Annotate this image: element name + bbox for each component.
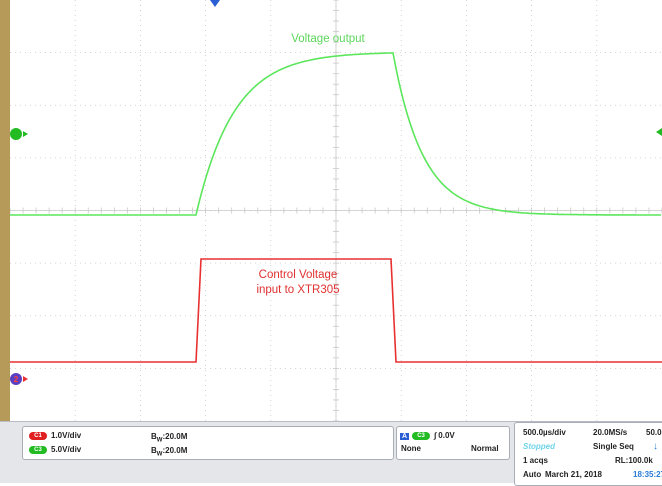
record-length: RL:100.0k: [615, 456, 653, 465]
timebase: 500.0µs/div: [523, 428, 566, 437]
control-voltage-label-line1: Control Voltage: [259, 269, 338, 281]
channel-3-marker[interactable]: [10, 128, 28, 140]
channel-3-row[interactable]: C3 5.0V/div: [29, 445, 81, 454]
trigger-mode-badge: A: [400, 433, 410, 440]
channel-3-chip: C3: [29, 445, 47, 454]
capture-date: March 21, 2018: [545, 470, 602, 479]
control-voltage-trace: [10, 258, 662, 363]
sample-rate: 20.0MS/s: [593, 428, 628, 437]
voltage-output-trace: [10, 52, 661, 216]
run-status: Stopped: [523, 442, 555, 451]
channel-1-scale: 1.0V/div: [51, 431, 82, 440]
channel-1-chip: C1: [29, 431, 47, 440]
capture-time: 18:35:27: [633, 470, 662, 479]
resolution: 50.0ns: [646, 428, 662, 437]
channel-3-bandwidth: BW:20.0M: [151, 446, 188, 458]
graticule: [9, 0, 662, 422]
trigger-settings-box[interactable]: A C3 ∫ 0.0V None Normal: [396, 426, 510, 460]
trigger-level: 0.0V: [438, 431, 455, 440]
trigger-slope-icon: ∫: [434, 431, 437, 440]
channel-3-scale: 5.0V/div: [51, 445, 82, 454]
channel-1-bandwidth: BW:20.0M: [151, 432, 188, 444]
acquisition-count: 1 acqs: [523, 456, 548, 465]
trigger-level-icon[interactable]: [656, 128, 662, 136]
left-edge-bar: [0, 0, 10, 421]
acquisition-box[interactable]: 500.0µs/div 20.0MS/s 50.0ns Stopped Sing…: [514, 422, 662, 486]
trigger-source-chip: C3: [412, 431, 431, 440]
waveform-display[interactable]: 2 Voltage output Control Voltage input t…: [9, 0, 662, 422]
channel-1-marker[interactable]: 2: [10, 373, 28, 385]
channel-settings-box[interactable]: C1 1.0V/div BW:20.0M C3 5.0V/div BW:20.0M: [22, 426, 394, 460]
channel-1-marker-label: 2: [14, 375, 19, 384]
auto-label: Auto: [523, 470, 542, 479]
trigger-type: Normal: [471, 444, 499, 453]
control-voltage-label-line2: input to XTR305: [256, 284, 339, 296]
voltage-output-label: Voltage output: [291, 33, 365, 45]
acquisition-mode: Single Seq: [593, 442, 634, 451]
trigger-position-icon[interactable]: [210, 0, 220, 7]
trigger-coupling: None: [401, 444, 421, 453]
single-arrow-icon: ↓: [653, 441, 658, 452]
status-panel: C1 1.0V/div BW:20.0M C3 5.0V/div BW:20.0M …: [0, 421, 662, 486]
channel-1-row[interactable]: C1 1.0V/div: [29, 431, 81, 440]
